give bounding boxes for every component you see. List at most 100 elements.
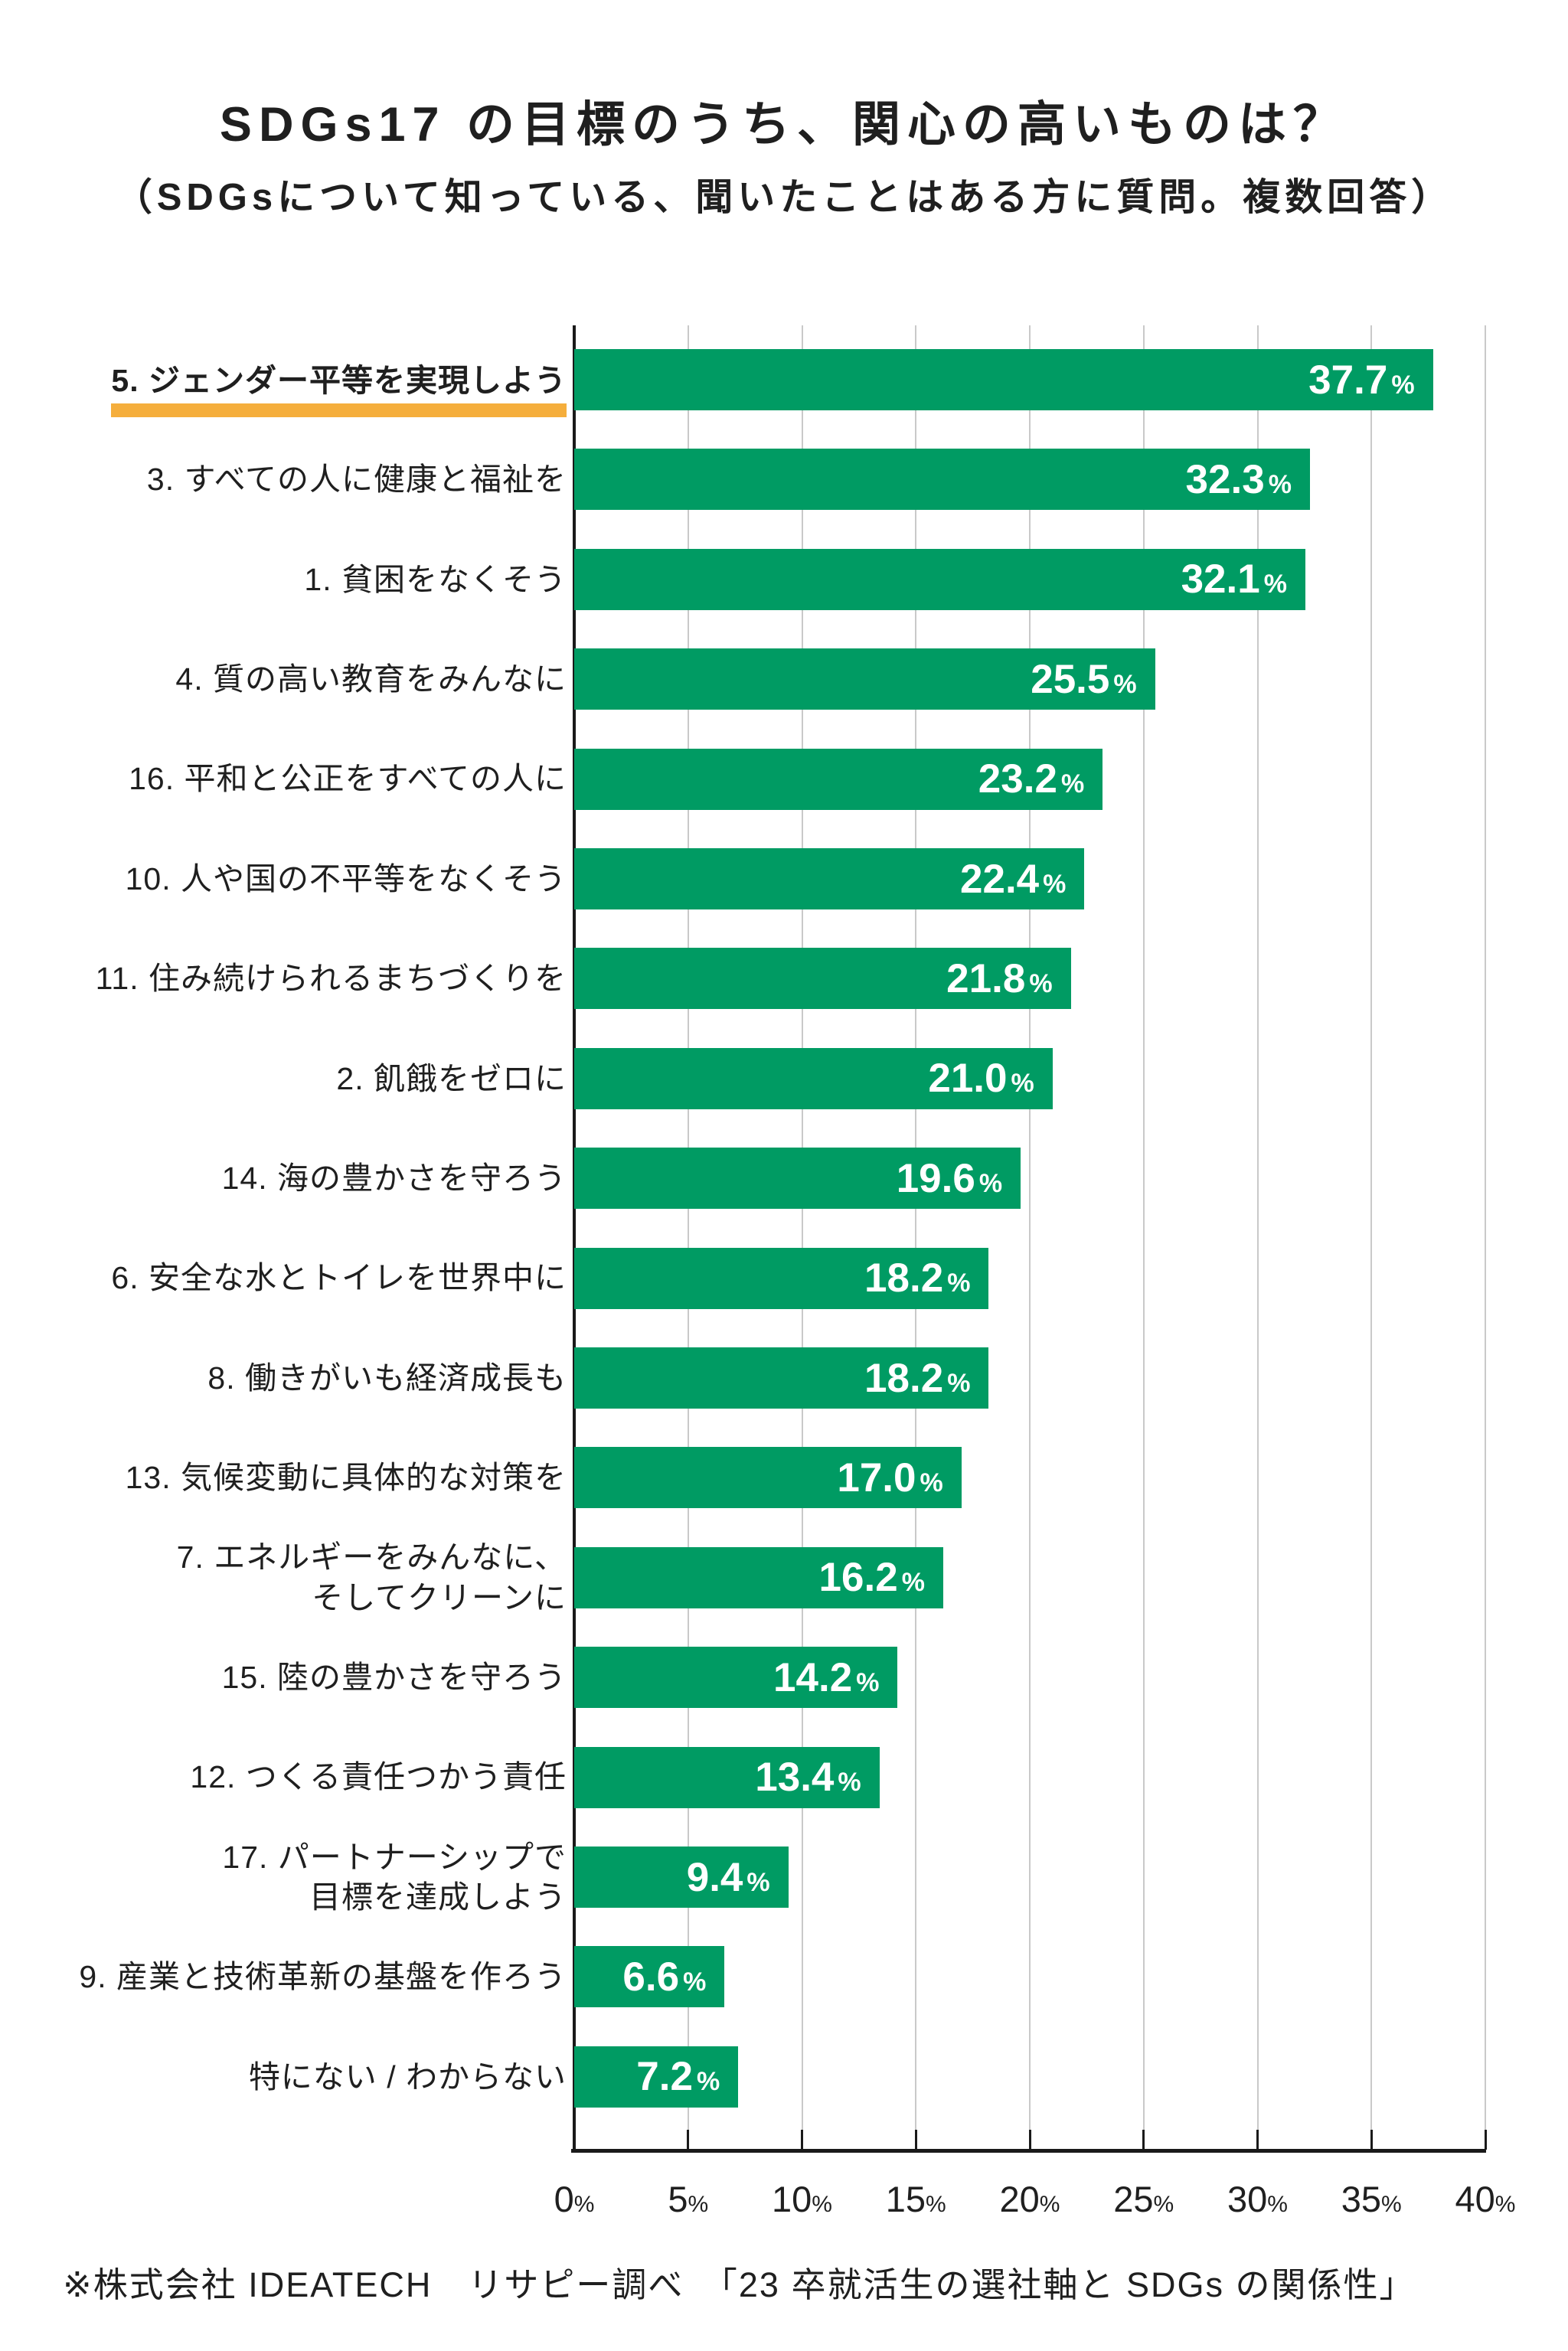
axis-tick-percent: % — [688, 2192, 709, 2217]
value-label: 18.2% — [864, 1355, 970, 1402]
value-number: 32.1 — [1181, 557, 1260, 602]
axis-tick-label: 10% — [772, 2178, 832, 2220]
value-label: 19.6% — [897, 1155, 1002, 1202]
value-percent: % — [746, 1867, 770, 1897]
category-label-text: 17. パートナーシップで 目標を達成しよう — [222, 1839, 567, 1915]
value-percent: % — [901, 1568, 925, 1598]
value-percent: % — [683, 1967, 707, 1997]
category-label: 12. つくる責任つかう責任 — [0, 1747, 567, 1808]
axis-tick-percent: % — [1267, 2192, 1288, 2217]
axis-tick — [1028, 2130, 1031, 2150]
value-number: 18.2 — [864, 1355, 944, 1401]
category-label-text: 3. すべての人に健康と福祉を — [146, 462, 567, 498]
value-number: 22.4 — [960, 856, 1040, 902]
category-label-text: 16. 平和と公正をすべての人に — [129, 761, 567, 797]
value-percent: % — [1263, 570, 1287, 599]
axis-tick-number: 10 — [772, 2179, 812, 2219]
value-number: 32.3 — [1185, 456, 1265, 502]
category-label-text: 6. 安全な水とトイレを世界中に — [111, 1260, 567, 1296]
category-label: 17. パートナーシップで 目標を達成しよう — [0, 1840, 567, 1915]
value-number: 18.2 — [864, 1255, 944, 1301]
axis-tick-percent: % — [926, 2192, 946, 2217]
value-number: 13.4 — [755, 1755, 835, 1801]
bar: 22.4% — [574, 848, 1085, 909]
bar-row: 4. 質の高い教育をみんなに 25.5% — [0, 648, 1568, 710]
category-label: 15. 陸の豊かさを守ろう — [0, 1647, 567, 1708]
axis-tick-label: 20% — [1000, 2178, 1060, 2220]
value-percent: % — [1043, 869, 1067, 899]
axis-tick-label: 25% — [1113, 2178, 1174, 2220]
value-number: 9.4 — [686, 1854, 743, 1900]
axis-tick-label: 0% — [554, 2178, 595, 2220]
bar: 6.6% — [574, 1946, 725, 2008]
axis-tick — [1142, 2130, 1145, 2150]
bar-row: 11. 住み続けられるまちづくりを 21.8% — [0, 948, 1568, 1010]
bar-row: 1. 貧困をなくそう 32.1% — [0, 548, 1568, 610]
axis-tick-number: 30 — [1227, 2179, 1268, 2219]
gridline — [687, 325, 689, 2150]
category-label-text: 15. 陸の豊かさを守ろう — [221, 1659, 567, 1695]
value-label: 32.3% — [1186, 456, 1292, 503]
value-label: 21.8% — [946, 955, 1052, 1002]
gridline — [1142, 325, 1145, 2150]
value-number: 6.6 — [622, 1954, 680, 2000]
category-label: 16. 平和と公正をすべての人に — [0, 749, 567, 810]
axis-tick-percent: % — [1381, 2192, 1402, 2217]
category-label-text: 12. つくる責任つかう責任 — [190, 1759, 567, 1795]
source-note: ※株式会社 IDEATECH リサピー調べ 「23 卒就活生の選社軸と SDGs… — [63, 2265, 1416, 2304]
chart-title: SDGs17 の目標のうち、関心の高いものは？ — [219, 98, 1349, 152]
bar: 21.0% — [574, 1047, 1053, 1109]
category-label: 10. 人や国の不平等をなくそう — [0, 848, 567, 909]
gridline — [1029, 325, 1031, 2150]
bar-row: 16. 平和と公正をすべての人に 23.2% — [0, 748, 1568, 810]
value-percent: % — [947, 1368, 971, 1398]
category-label-text: 5. ジェンダー平等を実現しよう — [111, 361, 567, 417]
category-label: 9. 産業と技術革新の基盤を作ろう — [0, 1946, 567, 2007]
category-label-text: 14. 海の豊かさを守ろう — [221, 1160, 567, 1196]
category-label: 2. 飢餓をゼロに — [0, 1048, 567, 1109]
axis-tick-label: 35% — [1341, 2178, 1402, 2220]
x-axis-line — [571, 2149, 1486, 2153]
category-label: 8. 働きがいも経済成長も — [0, 1347, 567, 1409]
axis-tick-number: 0 — [554, 2179, 574, 2219]
value-label: 13.4% — [755, 1754, 861, 1801]
value-label: 37.7% — [1308, 357, 1414, 403]
value-percent: % — [947, 1269, 971, 1298]
category-label: 13. 気候変動に具体的な対策を — [0, 1447, 567, 1508]
value-percent: % — [920, 1468, 943, 1497]
category-label: 4. 質の高い教育をみんなに — [0, 648, 567, 710]
axis-tick — [801, 2130, 803, 2150]
axis-tick — [1256, 2130, 1259, 2150]
bar: 7.2% — [574, 2046, 739, 2108]
bar-row: 5. ジェンダー平等を実現しよう 37.7% — [0, 349, 1568, 417]
axis-tick-percent: % — [812, 2192, 832, 2217]
category-label: 特にない / わからない — [0, 2046, 567, 2108]
category-label-text: 2. 飢餓をゼロに — [336, 1060, 567, 1096]
category-label: 14. 海の豊かさを守ろう — [0, 1148, 567, 1209]
axis-tick — [1484, 2130, 1487, 2150]
axis-tick-label: 30% — [1227, 2178, 1288, 2220]
value-number: 21.0 — [928, 1056, 1008, 1102]
value-label: 21.0% — [928, 1055, 1034, 1102]
bar-row: 3. すべての人に健康と福祉を 32.3% — [0, 449, 1568, 511]
value-percent: % — [1268, 469, 1292, 499]
bar-row: 14. 海の豊かさを守ろう 19.6% — [0, 1148, 1568, 1210]
axis-tick-percent: % — [1153, 2192, 1174, 2217]
value-label: 7.2% — [636, 2053, 720, 2100]
value-percent: % — [1391, 370, 1415, 400]
axis-tick — [687, 2130, 690, 2150]
chart-subtitle: （SDGsについて知っている、聞いたことはある方に質問。複数回答） — [114, 177, 1454, 218]
bar: 14.2% — [574, 1647, 898, 1709]
axis-tick-label: 5% — [668, 2178, 708, 2220]
value-number: 25.5 — [1031, 656, 1110, 702]
category-label: 1. 貧困をなくそう — [0, 549, 567, 610]
bar-row: 2. 飢餓をゼロに 21.0% — [0, 1047, 1568, 1109]
category-label-text: 8. 働きがいも経済成長も — [207, 1360, 567, 1396]
bar: 9.4% — [574, 1847, 789, 1908]
category-label-text: 特にない / わからない — [248, 2059, 567, 2095]
category-label: 6. 安全な水とトイレを世界中に — [0, 1248, 567, 1309]
axis-tick-number: 20 — [999, 2179, 1040, 2219]
axis-tick-label: 40% — [1455, 2178, 1516, 2220]
axis-tick-percent: % — [1494, 2192, 1516, 2217]
category-label: 11. 住み続けられるまちづくりを — [0, 948, 567, 1009]
